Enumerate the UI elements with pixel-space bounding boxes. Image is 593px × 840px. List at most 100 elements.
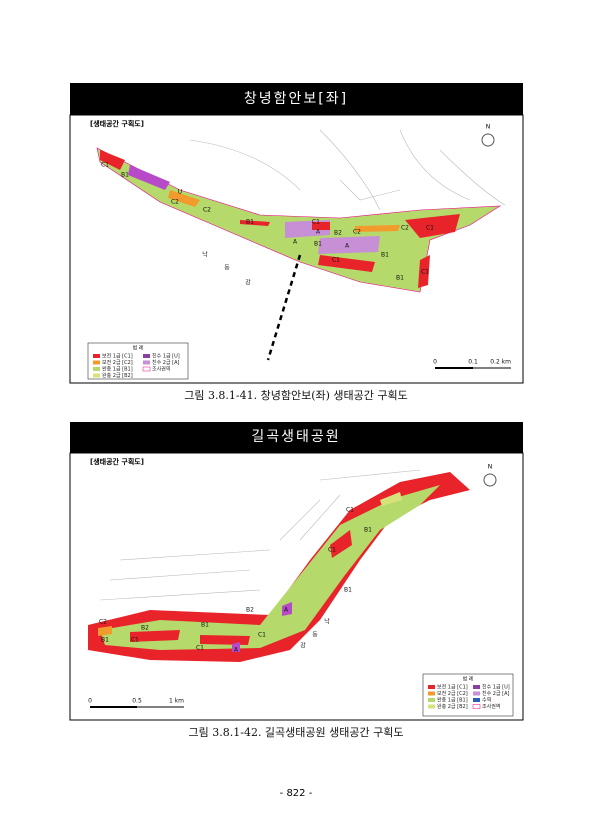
north-label: N — [486, 124, 491, 131]
zone-label: B1 — [344, 587, 352, 594]
zone-label: B2 — [246, 607, 254, 614]
legend-label: 친수 1급 [U] — [482, 684, 510, 691]
legend-swatch — [93, 367, 100, 371]
legend-swatch — [428, 704, 435, 709]
zone-label: 동 — [312, 632, 318, 639]
zone-label: B1 — [246, 219, 254, 226]
legend-swatch — [93, 373, 100, 378]
map-zones — [88, 472, 470, 662]
figure-header — [70, 83, 523, 115]
legend-swatch — [428, 698, 435, 702]
zone-label: C2 — [401, 225, 409, 232]
dam-line — [266, 254, 302, 361]
north-arrow — [483, 473, 497, 487]
legend-swatch — [93, 354, 100, 358]
scale-label: 0.5 — [132, 698, 142, 705]
legend-label: 보전 1급 [C1] — [102, 353, 133, 360]
legend-label: 수역 — [482, 697, 491, 704]
zone-label: B1 — [121, 172, 129, 179]
zone-label: 낙 — [324, 618, 330, 626]
scale-bar: 0 0.1 0.2 km — [433, 359, 511, 369]
zone-label: B1 — [101, 637, 109, 644]
legend-swatch — [473, 685, 480, 689]
zone-label: C1 — [328, 547, 336, 554]
figure-title: 창녕함안보[좌] — [244, 91, 348, 107]
legend-swatch — [428, 685, 435, 689]
zone-label: C2 — [353, 229, 361, 236]
legend-label: 완충 1급 [B1] — [437, 697, 468, 704]
zone-label: B2 — [141, 625, 149, 632]
figure-header — [70, 422, 523, 453]
legend-swatch — [473, 691, 480, 696]
legend-swatch — [473, 698, 480, 702]
scale-label: 1 km — [169, 698, 184, 705]
zone-label: 동 — [224, 265, 230, 272]
zone-label: B1 — [396, 275, 404, 282]
zone-label: B1 — [364, 527, 372, 534]
zone-label: 강 — [300, 642, 306, 650]
legend-label: 보전 2급 [C2] — [102, 359, 133, 366]
zone-label: C1 — [346, 507, 354, 514]
scale-label: 0.1 — [468, 359, 478, 366]
north-label: N — [488, 464, 493, 471]
zone-label: 강 — [245, 279, 251, 287]
legend-label: 보전 2급 [C2] — [437, 690, 468, 697]
scale-label: 0 — [88, 698, 92, 705]
zone-label: C1 — [332, 257, 340, 264]
legend-label: 친수 1급 [U] — [152, 353, 180, 360]
zone-label: U — [178, 189, 182, 196]
legend-swatch — [428, 691, 435, 696]
legend-label: 완충 2급 [B2] — [437, 703, 468, 710]
zone-label: A — [316, 229, 321, 236]
figure-caption: 그림 3.8.1-41. 창녕함안보(좌) 생태공간 구획도 — [184, 389, 408, 402]
zone-label: B1 — [314, 241, 322, 248]
legend-label: 완충 2급 [B2] — [102, 372, 133, 379]
legend-swatch — [93, 360, 100, 365]
contours — [99, 469, 421, 601]
legend: 범 례보전 1급 [C1]보전 2급 [C2]완충 1급 [B1]완충 2급 [… — [422, 673, 514, 717]
figure-caption: 그림 3.8.1-42. 길곡생태공원 생태공간 구획도 — [189, 726, 404, 739]
legend-swatch — [143, 360, 150, 365]
legend-swatch — [142, 366, 151, 372]
legend-title: 범 례 — [133, 345, 144, 352]
zone-label: C1 — [101, 162, 109, 169]
zone-label: B1 — [201, 622, 209, 629]
legend-title: 범 례 — [463, 676, 474, 683]
zone-label: C1 — [131, 637, 139, 644]
zone-label: A — [293, 239, 298, 246]
zone-label: C1 — [312, 219, 320, 226]
legend-label: 친수 2급 [A] — [152, 359, 180, 366]
zone-label: C2 — [99, 619, 107, 626]
zone-label: C2 — [203, 207, 211, 214]
zone-label: C1 — [426, 225, 434, 232]
zone-label: B1 — [381, 252, 389, 259]
zone-label: 낙 — [202, 251, 208, 259]
zone-label: C1 — [258, 632, 266, 639]
legend-label: 친수 2급 [A] — [482, 690, 510, 697]
legend-swatch — [472, 704, 481, 709]
legend-label: 완충 1급 [B1] — [102, 366, 133, 373]
map-zones — [96, 147, 502, 293]
page-number: - 822 - — [280, 788, 313, 799]
scale-bar-half — [473, 367, 511, 369]
zone-label: C1 — [196, 645, 204, 652]
scale-bar-half — [137, 706, 184, 708]
legend-swatch — [143, 354, 150, 358]
figure-title: 길곡생태공원 — [251, 429, 340, 445]
scale-bar: 0 0.5 1 km — [88, 698, 184, 708]
north-arrow — [481, 133, 495, 147]
zone-label: A — [284, 607, 289, 614]
zone-label: C1 — [421, 269, 429, 276]
zone-label: A — [345, 243, 350, 250]
zone-label: B2 — [334, 230, 342, 237]
legend: 범 례보전 1급 [C1]보전 2급 [C2]완충 1급 [B1]완충 2급 [… — [87, 342, 189, 380]
zone-label: A — [234, 647, 239, 654]
scale-label: 0.2 km — [490, 359, 511, 366]
legend-label: 조사권역 — [482, 703, 500, 710]
contours — [189, 129, 506, 211]
zone-label: C2 — [171, 199, 179, 206]
map-label: [생태공간 구획도] — [90, 457, 144, 466]
